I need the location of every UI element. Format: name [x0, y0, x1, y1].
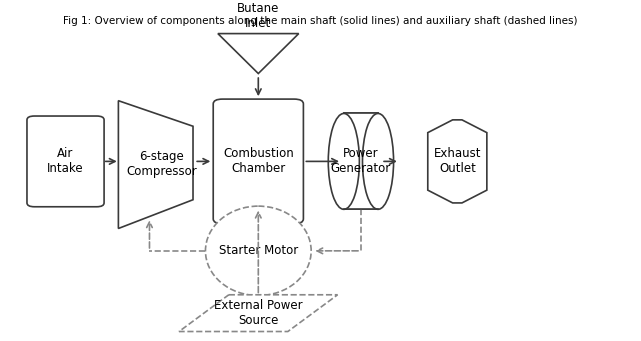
Text: Starter Motor: Starter Motor — [219, 244, 298, 257]
Ellipse shape — [362, 114, 394, 209]
Bar — [344, 114, 378, 209]
Text: Air
Intake: Air Intake — [47, 147, 84, 175]
Text: Power
Generator: Power Generator — [331, 147, 391, 175]
Text: Fig 1: Overview of components along the main shaft (solid lines) and auxiliary s: Fig 1: Overview of components along the … — [63, 16, 578, 26]
Polygon shape — [218, 34, 299, 74]
Text: Exhaust
Outlet: Exhaust Outlet — [433, 147, 481, 175]
Text: Combustion
Chamber: Combustion Chamber — [223, 147, 294, 175]
FancyBboxPatch shape — [27, 116, 104, 207]
Text: 6-stage
Compressor: 6-stage Compressor — [126, 150, 197, 178]
Polygon shape — [428, 120, 487, 203]
Text: Butane
Inlet: Butane Inlet — [237, 2, 279, 30]
Polygon shape — [179, 295, 338, 331]
Ellipse shape — [206, 206, 311, 296]
FancyBboxPatch shape — [213, 99, 303, 224]
Polygon shape — [119, 101, 193, 228]
Text: External Power
Source: External Power Source — [214, 299, 303, 327]
Ellipse shape — [328, 114, 360, 209]
